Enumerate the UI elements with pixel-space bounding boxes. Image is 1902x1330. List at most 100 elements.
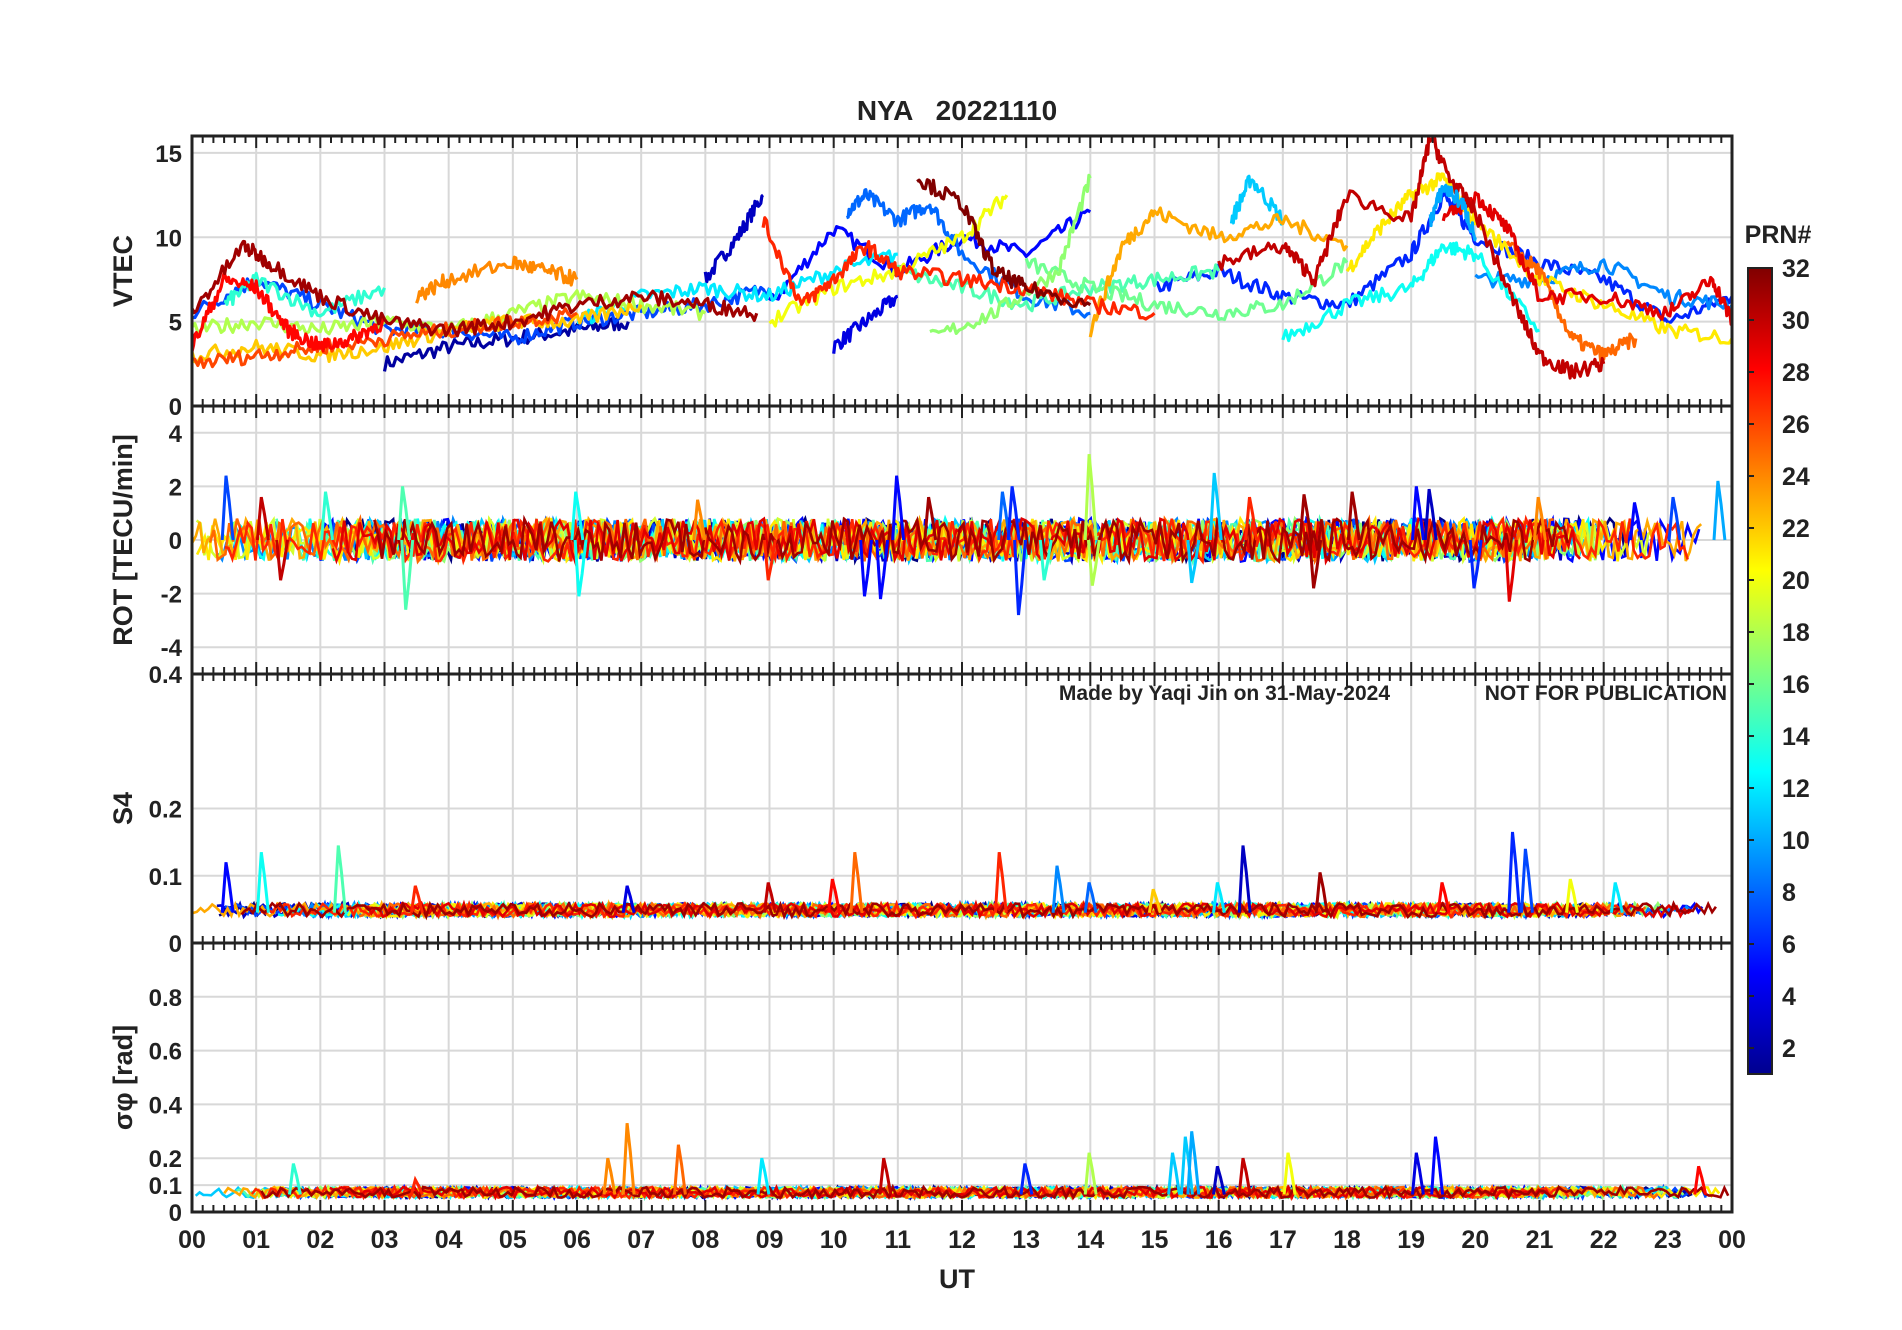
minor-ticks [191, 674, 1733, 943]
x-tick-label: 14 [1076, 1226, 1104, 1254]
vtec-series-prn-10 [1428, 183, 1477, 242]
rot-spike [762, 539, 777, 581]
y-axis-label-s4: S4 [108, 792, 138, 825]
colorbar-tick-label: 28 [1782, 359, 1810, 387]
rot-spike [1083, 454, 1098, 541]
rot-spike [1423, 488, 1438, 541]
vtec-series-prn-15 [896, 263, 1221, 313]
y-axis-label-rot: ROT [TECU/min] [108, 434, 138, 645]
colorbar-ticks: 32 30 28 26 24 22 20 18 16 14 12 10 8 6 4 2 [1748, 255, 1810, 1063]
x-tick-label: 04 [435, 1226, 463, 1254]
rot-spike [1712, 480, 1727, 541]
rot-spike [275, 539, 290, 581]
s4-spike [1436, 882, 1451, 914]
x-tick-label: 22 [1590, 1226, 1618, 1254]
vtec-series-prn-32 [916, 178, 1092, 309]
y-axis-label-vtec: VTEC [108, 235, 138, 307]
y-tick-label: 0.4 [149, 1092, 183, 1119]
minor-ticks [191, 943, 1733, 1212]
s4-spike [849, 852, 864, 913]
vtec-series-prn-23 [1088, 206, 1349, 338]
vtec-series-prn-11 [1229, 174, 1285, 226]
x-axis-label: UT [939, 1264, 975, 1294]
tick-marks [191, 136, 1733, 406]
colorbar-tick-label: 22 [1782, 515, 1810, 543]
x-tick-label: 23 [1654, 1226, 1682, 1254]
s4-spike [220, 862, 235, 913]
rot-spike [397, 486, 411, 541]
vtec-series-prn-9 [1474, 258, 1734, 313]
minor-ticks [191, 406, 1733, 674]
colorbar-tick-label: 12 [1782, 775, 1810, 803]
colorbar-tick-label: 24 [1782, 463, 1810, 491]
panel-sigma_phi: 00.10.2 0.4 0.6 0.8 σφ [rad] [108, 941, 1734, 1227]
sigma_phi-spike [1430, 1136, 1445, 1195]
rot-spike [859, 539, 873, 597]
vtec-series-prn-24 [415, 255, 579, 304]
s4-spike [332, 845, 347, 913]
vtec-series-prn-17 [929, 173, 1092, 335]
y-tick-label: 0.1 [149, 864, 182, 891]
rot-spike [1244, 496, 1258, 541]
x-tick-label: 15 [1141, 1226, 1169, 1254]
vtec-series-prn-13 [1281, 241, 1540, 343]
sigma_phi-spike [1019, 1163, 1034, 1195]
vtec-series-prn-14 [223, 271, 386, 318]
colorbar-tick-label: 8 [1782, 879, 1796, 907]
sigma_phi-spike [602, 1157, 617, 1195]
colorbar-tick-label: 18 [1782, 619, 1810, 647]
sigma_phi-spike [1167, 1152, 1181, 1195]
s4-spike [993, 852, 1008, 913]
y-tick-label: 4 [169, 421, 183, 448]
rot-spike [1411, 486, 1425, 541]
vtec-series-prn-27 [761, 216, 1156, 321]
x-tick-label: 10 [820, 1226, 848, 1254]
rot-spike [1038, 539, 1053, 581]
s4-spike [1212, 882, 1226, 914]
rot-spike [1298, 494, 1313, 541]
s4-spike [1520, 848, 1534, 913]
s4-spike [827, 878, 841, 913]
x-tick-label: 18 [1333, 1226, 1361, 1254]
vtec-series-prn-22 [190, 301, 643, 364]
panel-vtec: 0 5 10 15 VTEC [108, 134, 1734, 421]
rot-spike [1667, 496, 1682, 541]
vtec-series-prn-29 [1441, 191, 1734, 326]
x-tick-label: 19 [1397, 1226, 1425, 1254]
vtec-series-prn-8 [845, 188, 1091, 319]
s4-noise-prn-31 [240, 900, 1717, 921]
colorbar-tick-label: 10 [1782, 827, 1810, 855]
x-tick-label: 00 [1718, 1226, 1746, 1254]
rot-spike [400, 539, 415, 610]
x-tick-label: 01 [242, 1226, 270, 1254]
x-tick-label: 07 [627, 1226, 655, 1254]
vtec-series-prn-3 [703, 193, 765, 284]
colorbar-tick-label: 14 [1782, 723, 1810, 751]
rot-spike [1532, 496, 1547, 541]
vtec-series-prn-25 [1505, 240, 1638, 363]
rot-spike [573, 539, 588, 597]
x-tick-label: 21 [1526, 1226, 1554, 1254]
x-tick-label: 17 [1269, 1226, 1297, 1254]
y-tick-label: 5 [169, 310, 182, 337]
rot-spike [997, 491, 1011, 541]
y-tick-label: 10 [155, 225, 182, 252]
rot-spike [255, 496, 270, 541]
x-tick-label: 05 [499, 1226, 527, 1254]
colorbar-tick-label: 32 [1782, 255, 1810, 283]
rot-spike [1208, 472, 1223, 541]
colorbar-tick-label: 26 [1782, 411, 1810, 439]
y-tick-label: -4 [161, 635, 183, 662]
y-tick-label: 2 [169, 474, 182, 501]
s4-spike [762, 882, 777, 914]
s4-spike [1083, 882, 1098, 914]
y-tick-label: 0 [169, 1200, 182, 1227]
colorbar-tick-label: 20 [1782, 567, 1810, 595]
y-tick-label: 0.1 [149, 1173, 182, 1200]
x-tick-label: 13 [1012, 1226, 1040, 1254]
s4-spike [621, 885, 636, 914]
rot-spike [320, 491, 334, 541]
x-tick-label: 09 [756, 1226, 784, 1254]
colorbar: PRN# 32 30 28 26 24 22 20 18 16 14 12 10 8 6 4 2 [1745, 221, 1811, 1075]
